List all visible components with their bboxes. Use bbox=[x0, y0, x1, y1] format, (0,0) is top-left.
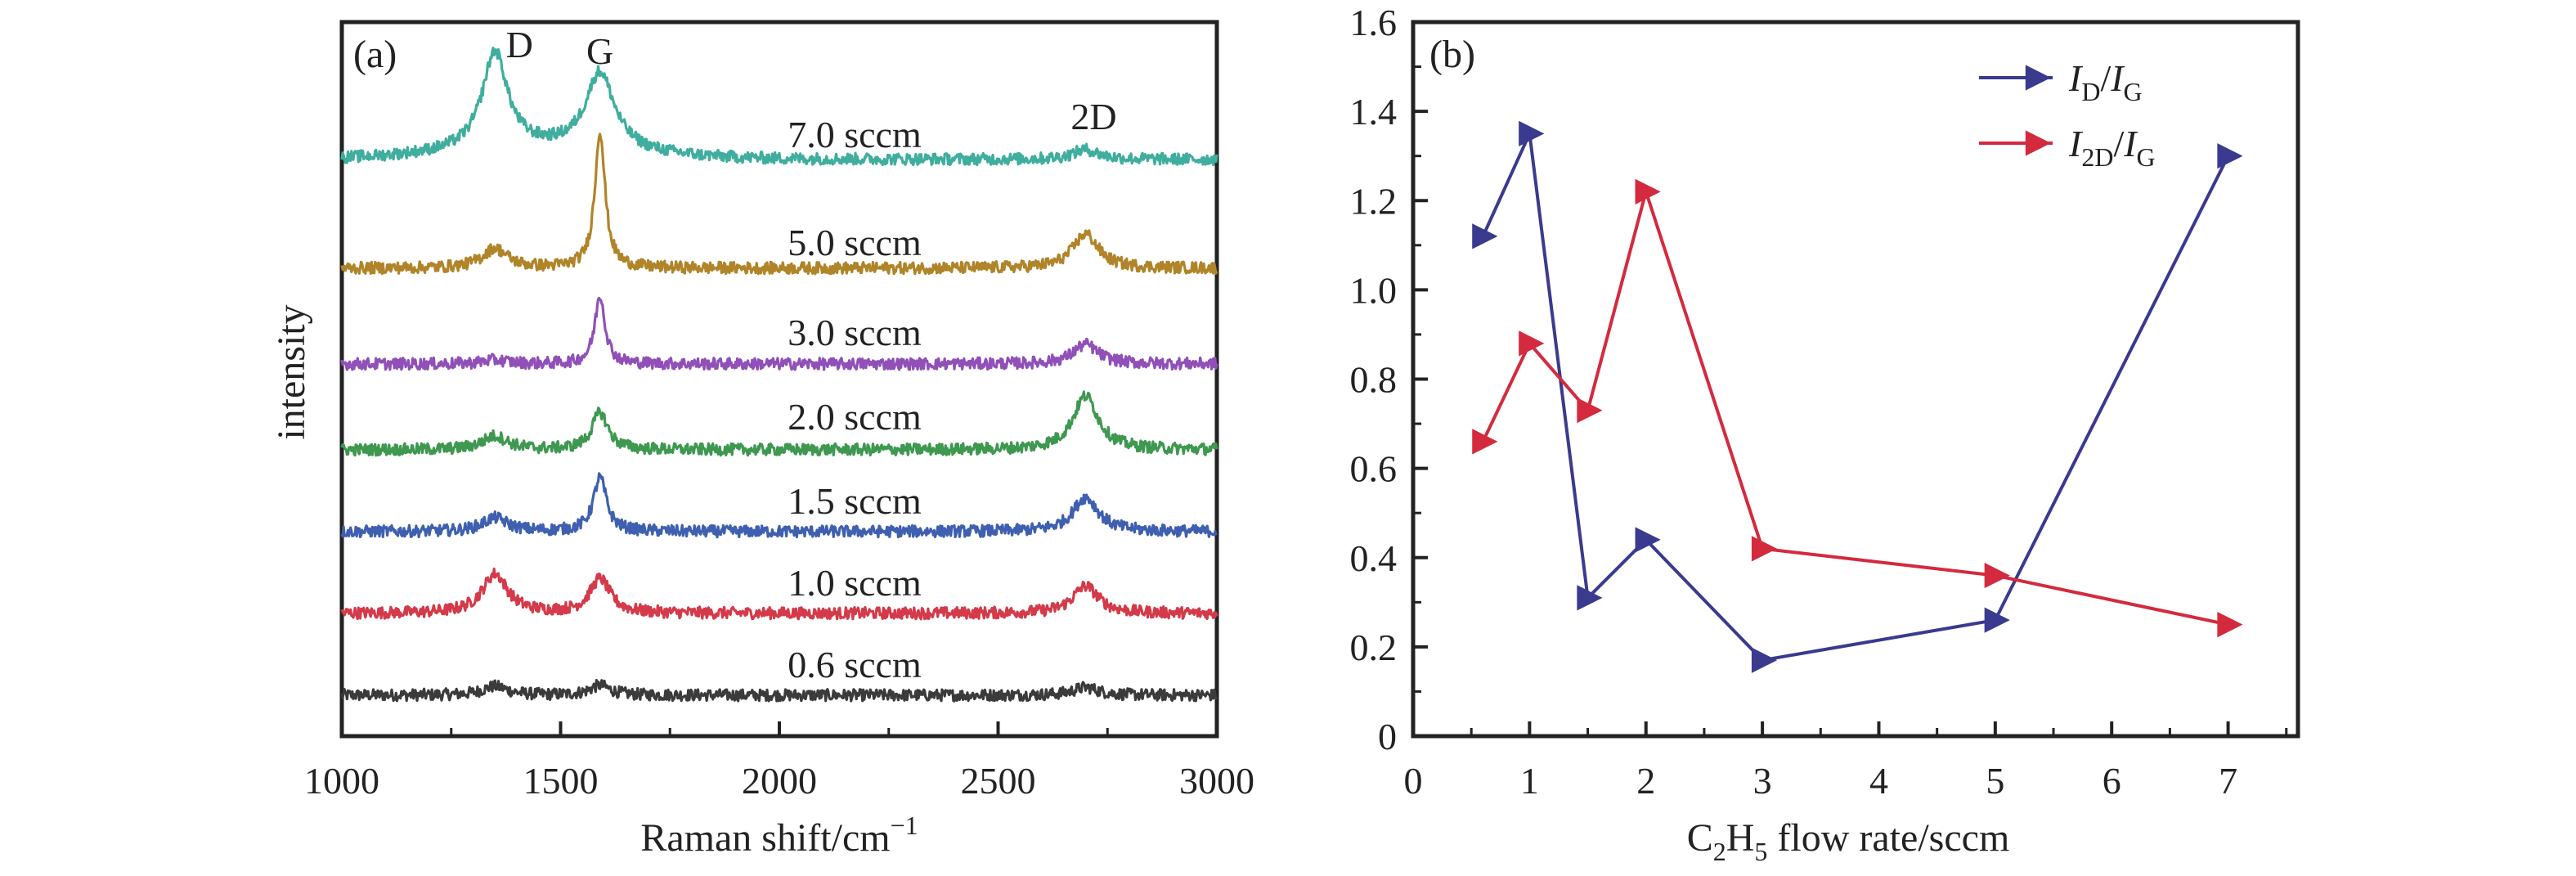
spectrum-0-6-sccm bbox=[340, 679, 1218, 703]
series-0-point-3 bbox=[1635, 527, 1661, 553]
spectrum-1-5-sccm bbox=[340, 472, 1218, 539]
peak-label-2d: 2D bbox=[1070, 96, 1116, 137]
panel-b-y-tick-label-7: 1.4 bbox=[1350, 91, 1398, 133]
panel-b-x-axis-title: C2H5 flow rate/sccm bbox=[1687, 816, 2010, 866]
panel-b-y-tick-label-2: 0.4 bbox=[1350, 537, 1398, 579]
panel-a-x-tick-label-4: 3000 bbox=[1179, 760, 1254, 802]
panel-b-x-tick-label-2: 2 bbox=[1636, 760, 1655, 802]
x-title-sub-5: 5 bbox=[1754, 837, 1767, 866]
series-0-point-4 bbox=[1751, 647, 1778, 673]
panel-b-x-tick-label-4: 4 bbox=[1869, 760, 1888, 802]
spectrum-7-0-sccm bbox=[340, 47, 1218, 167]
series-label-1-0-sccm: 1.0 sccm bbox=[788, 562, 922, 604]
panel-a-x-axis-title-text: Raman shift/cm bbox=[640, 816, 890, 860]
legend-marker-1 bbox=[2025, 130, 2051, 156]
panel-b-y-ticks: 0 0.2 0.4 0.6 0.8 1.0 1.2 1.4 1.6 bbox=[1350, 2, 1428, 757]
panel-b-y-tick-label-1: 0.2 bbox=[1350, 627, 1398, 668]
x-title-rest: flow rate/sccm bbox=[1767, 816, 2009, 860]
series-1-point-0 bbox=[1472, 429, 1498, 455]
panel-b-y-tick-label-0: 0 bbox=[1378, 716, 1397, 757]
panel-b-x-tick-label-6: 6 bbox=[2103, 760, 2121, 802]
panel-b: (b) 0 0.2 0.4 0.6 0.8 1.0 1.2 1.4 1.6 0 1 2 3 4 5 6 7 I… bbox=[1350, 2, 2300, 866]
series-0-point-1 bbox=[1519, 120, 1545, 147]
series-1-point-3 bbox=[1635, 178, 1661, 204]
panel-b-y-tick-label-8: 1.6 bbox=[1350, 2, 1398, 43]
panel-a-series-labels: 0.6 sccm 1.0 sccm 1.5 sccm 2.0 sccm 3.0 sccm… bbox=[788, 114, 922, 685]
panel-a-label: (a) bbox=[353, 33, 397, 76]
panel-a-peak-labels: D G 2D bbox=[506, 24, 1117, 137]
panel-a: (a) D G 2D 0.6 sccm 1.0 sccm 1.5 sccm 2.0 scc… bbox=[270, 20, 1254, 860]
x-title-sub-2: 2 bbox=[1713, 837, 1726, 866]
legend-label-1: I2D/IG bbox=[2068, 123, 2156, 172]
series-0-point-0 bbox=[1472, 223, 1498, 249]
series-0-point-5 bbox=[1984, 607, 2010, 633]
series-label-2-0-sccm: 2.0 sccm bbox=[788, 396, 922, 438]
x-title-h: H bbox=[1726, 816, 1755, 860]
series-1-point-1 bbox=[1519, 330, 1545, 357]
panel-a-series bbox=[340, 47, 1218, 703]
series-label-7-0-sccm: 7.0 sccm bbox=[788, 114, 922, 155]
series-0-point-6 bbox=[2217, 143, 2243, 169]
panel-b-y-tick-label-3: 0.6 bbox=[1350, 448, 1398, 490]
panel-b-x-tick-label-5: 5 bbox=[1986, 760, 2004, 802]
panel-b-x-tick-label-1: 1 bbox=[1520, 760, 1539, 802]
spectrum-1-0-sccm bbox=[340, 567, 1218, 621]
panel-a-x-axis-title-sup: −1 bbox=[891, 811, 918, 840]
spectrum-3-0-sccm bbox=[340, 296, 1218, 371]
series-label-5-0-sccm: 5.0 sccm bbox=[788, 222, 922, 263]
spectrum-5-0-sccm bbox=[340, 133, 1218, 276]
panel-a-x-tick-label-1: 1500 bbox=[523, 760, 599, 802]
peak-label-g: G bbox=[586, 30, 613, 72]
series-label-0-6-sccm: 0.6 sccm bbox=[788, 644, 922, 685]
spectrum-2-0-sccm bbox=[340, 390, 1218, 457]
panel-b-label: (b) bbox=[1429, 33, 1475, 76]
panel-a-x-axis-title: Raman shift/cm−1 bbox=[640, 811, 918, 860]
series-line-0 bbox=[1481, 128, 2230, 663]
legend-label-0: ID/IG bbox=[2068, 57, 2143, 106]
panel-b-x-tick-label-3: 3 bbox=[1753, 760, 1772, 802]
series-0-point-2 bbox=[1577, 585, 1603, 611]
panel-b-x-tick-label-7: 7 bbox=[2219, 760, 2237, 802]
panel-a-x-tick-label-2: 2000 bbox=[742, 760, 817, 802]
panel-b-x-ticks: 0 1 2 3 4 5 6 7 bbox=[1404, 721, 2288, 802]
legend-marker-0 bbox=[2025, 65, 2051, 91]
x-title-c: C bbox=[1687, 816, 1713, 860]
series-1-point-5 bbox=[1984, 562, 2010, 589]
panel-b-frame bbox=[1411, 20, 2300, 739]
series-1-point-6 bbox=[2217, 611, 2243, 638]
panel-b-legend: ID/IG I2D/IG bbox=[1979, 57, 2156, 172]
panel-a-x-tick-label-3: 2500 bbox=[961, 760, 1036, 802]
series-label-1-5-sccm: 1.5 sccm bbox=[788, 480, 922, 522]
series-1-point-2 bbox=[1577, 398, 1603, 424]
panel-a-y-axis-title: intensity bbox=[270, 304, 313, 439]
panel-b-y-tick-label-6: 1.2 bbox=[1350, 180, 1398, 222]
panel-b-x-tick-label-0: 0 bbox=[1404, 760, 1423, 802]
panel-b-y-tick-label-4: 0.8 bbox=[1350, 359, 1398, 401]
series-label-3-0-sccm: 3.0 sccm bbox=[788, 312, 922, 353]
panel-b-series bbox=[1472, 120, 2243, 673]
panel-b-y-tick-label-5: 1.0 bbox=[1350, 269, 1398, 311]
panel-a-x-ticks: 1000 1500 2000 2500 3000 bbox=[304, 721, 1254, 802]
series-1-point-4 bbox=[1751, 536, 1778, 562]
peak-label-d: D bbox=[506, 24, 533, 65]
panel-a-x-tick-label-0: 1000 bbox=[304, 760, 379, 802]
